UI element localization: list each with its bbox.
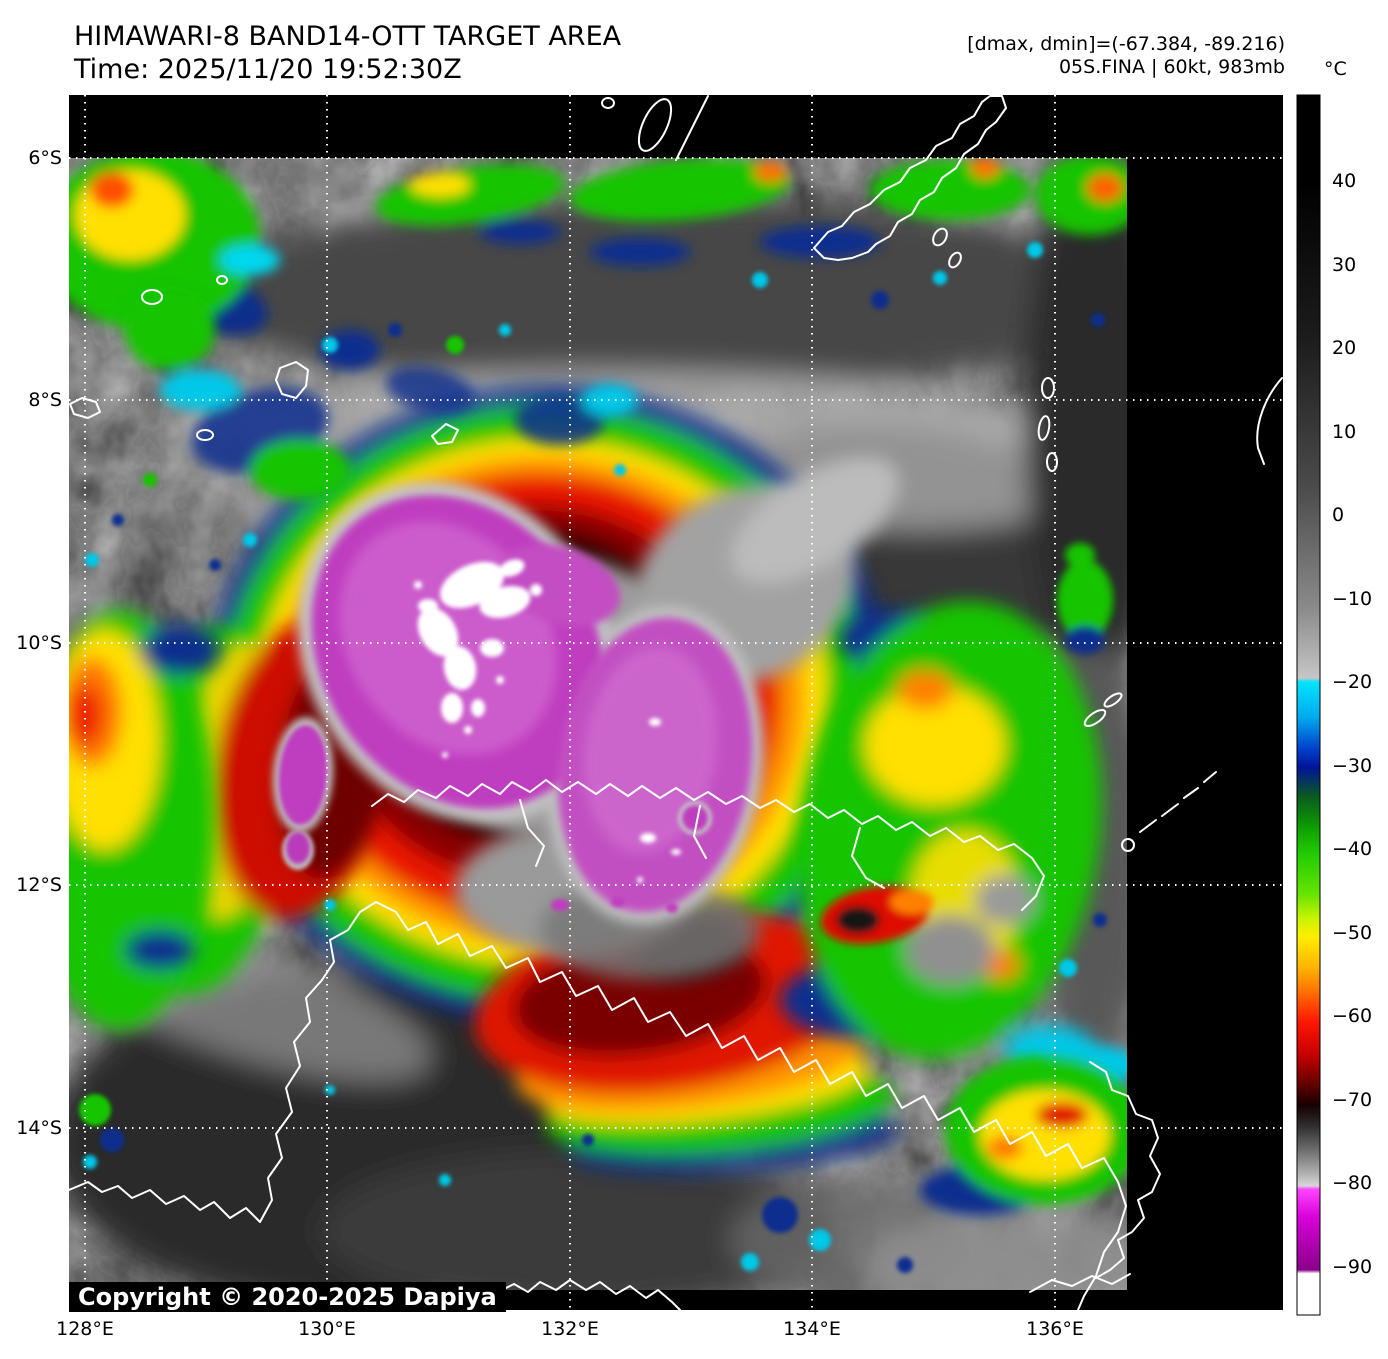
lat-tick-label: 6°S [28,147,62,169]
coastline-tiwi [371,779,1045,911]
satellite-data-layer [69,158,1127,1290]
colorbar-tick-label: −80 [1332,1172,1373,1194]
page-title: HIMAWARI-8 BAND14-OTT TARGET AREA [74,21,622,52]
dmax-dmin-label: [dmax, dmin]=(-67.384, -89.216) [967,33,1285,55]
lon-tick-label: 128°E [56,1318,114,1340]
lon-tick-label: 130°E [298,1318,356,1340]
lat-tick-label: 8°S [28,389,62,411]
storm-info-label: 05S.FINA | 60kt, 983mb [1058,56,1285,78]
copyright-badge: Copyright © 2020-2025 Dapiya [69,1282,506,1312]
colorbar-tick-label: −70 [1332,1089,1373,1111]
convection-patches [69,158,1127,1273]
colorbar-tick-label: 0 [1332,504,1345,526]
coastlines [69,95,1283,1310]
lon-tick-label: 132°E [541,1318,599,1340]
lon-tick-label: 136°E [1026,1318,1084,1340]
colorbar-tick-label: 40 [1332,170,1357,192]
colorbar-tick-label: −30 [1332,755,1373,777]
lat-tick-label: 10°S [16,632,62,654]
colorbar-tick-label: −90 [1332,1256,1373,1278]
colorbar-tick-label: −60 [1332,1005,1373,1027]
time-label: Time: 2025/11/20 19:52:30Z [74,54,462,85]
colorbar-tick-label: −20 [1332,671,1373,693]
colorbar-unit-label: °C [1324,58,1347,80]
lat-tick-label: 12°S [16,874,62,896]
colorbar-tick-label: 10 [1332,421,1357,443]
colorbar-tick-label: −40 [1332,838,1373,860]
colorbar-tick-label: 20 [1332,337,1357,359]
colorbar-tick-label: 30 [1332,254,1357,276]
cyclone [118,385,900,1175]
colorbar [1296,94,1321,1316]
cyclone-core [272,481,765,925]
colorbar-tick-label: −50 [1332,922,1373,944]
annotation-block: [dmax, dmin]=(-67.384, -89.216) 05S.FINA… [967,33,1285,79]
speckles [79,242,1107,1273]
lat-tick-label: 14°S [16,1117,62,1139]
lon-tick-label: 134°E [783,1318,841,1340]
coastline-timor [813,95,1007,261]
cyclone-coldest-tops [414,559,681,883]
colorbar-tick-label: −10 [1332,588,1373,610]
